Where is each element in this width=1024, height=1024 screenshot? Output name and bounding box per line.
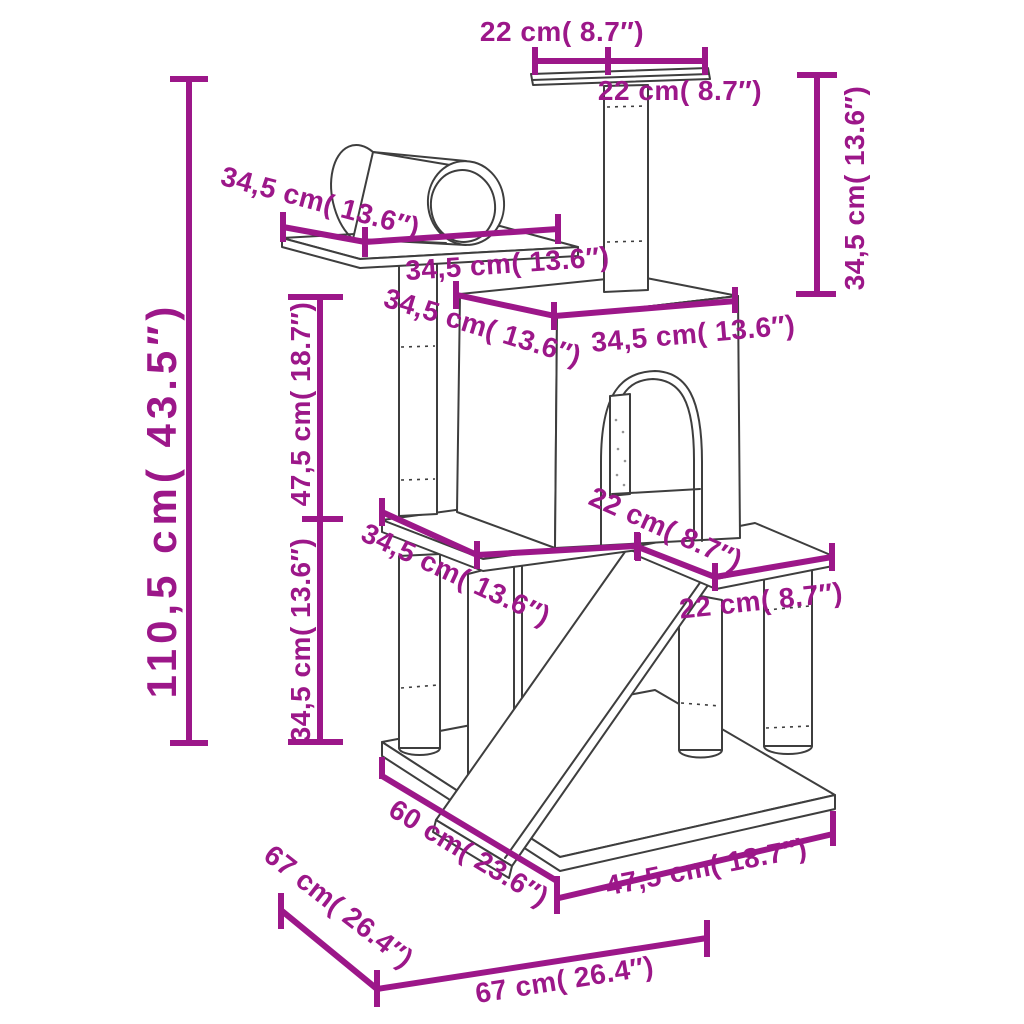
dim-label-lower-section-height: 34,5 cm( 13.6″): [285, 538, 316, 743]
dim-base-inner-width-line: [558, 811, 836, 901]
right-front-post: [678, 591, 723, 759]
dim-condo-roof-line: [453, 281, 738, 330]
dim-top-post-height-line: [796, 72, 837, 297]
tunnel: [330, 144, 506, 246]
top-platform: [530, 67, 711, 86]
dim-label-top-width: 22 cm( 8.7″): [480, 16, 644, 47]
dim-base-width-line: [376, 920, 710, 992]
lower-left-post: [398, 553, 441, 756]
dim-label-total-height: 110,5 cm( 43.5″): [138, 302, 185, 699]
dimension-lines: [170, 47, 837, 1007]
arch-doorway: [600, 370, 703, 546]
interior-post: [609, 393, 631, 497]
top-post: [603, 84, 649, 293]
condo-house: [456, 275, 741, 549]
dim-total-height-line: [170, 76, 208, 746]
dim-label-top-post-height: 34,5 cm( 13.6″): [839, 86, 870, 291]
dim-label-top-post-width: 22 cm( 8.7″): [598, 75, 762, 106]
cat-tree-line-art: [281, 67, 836, 879]
dim-top-width-line: [532, 47, 708, 75]
dim-base-inner-depth-line: [379, 757, 560, 914]
dim-middle-platform-line: [379, 498, 640, 569]
dim-left-platform-line: [280, 212, 561, 257]
dim-section-heights-line: [288, 294, 343, 745]
dim-right-platform-line: [635, 533, 835, 591]
dim-label-upper-section-height: 47,5 cm( 18.7″): [285, 302, 316, 507]
